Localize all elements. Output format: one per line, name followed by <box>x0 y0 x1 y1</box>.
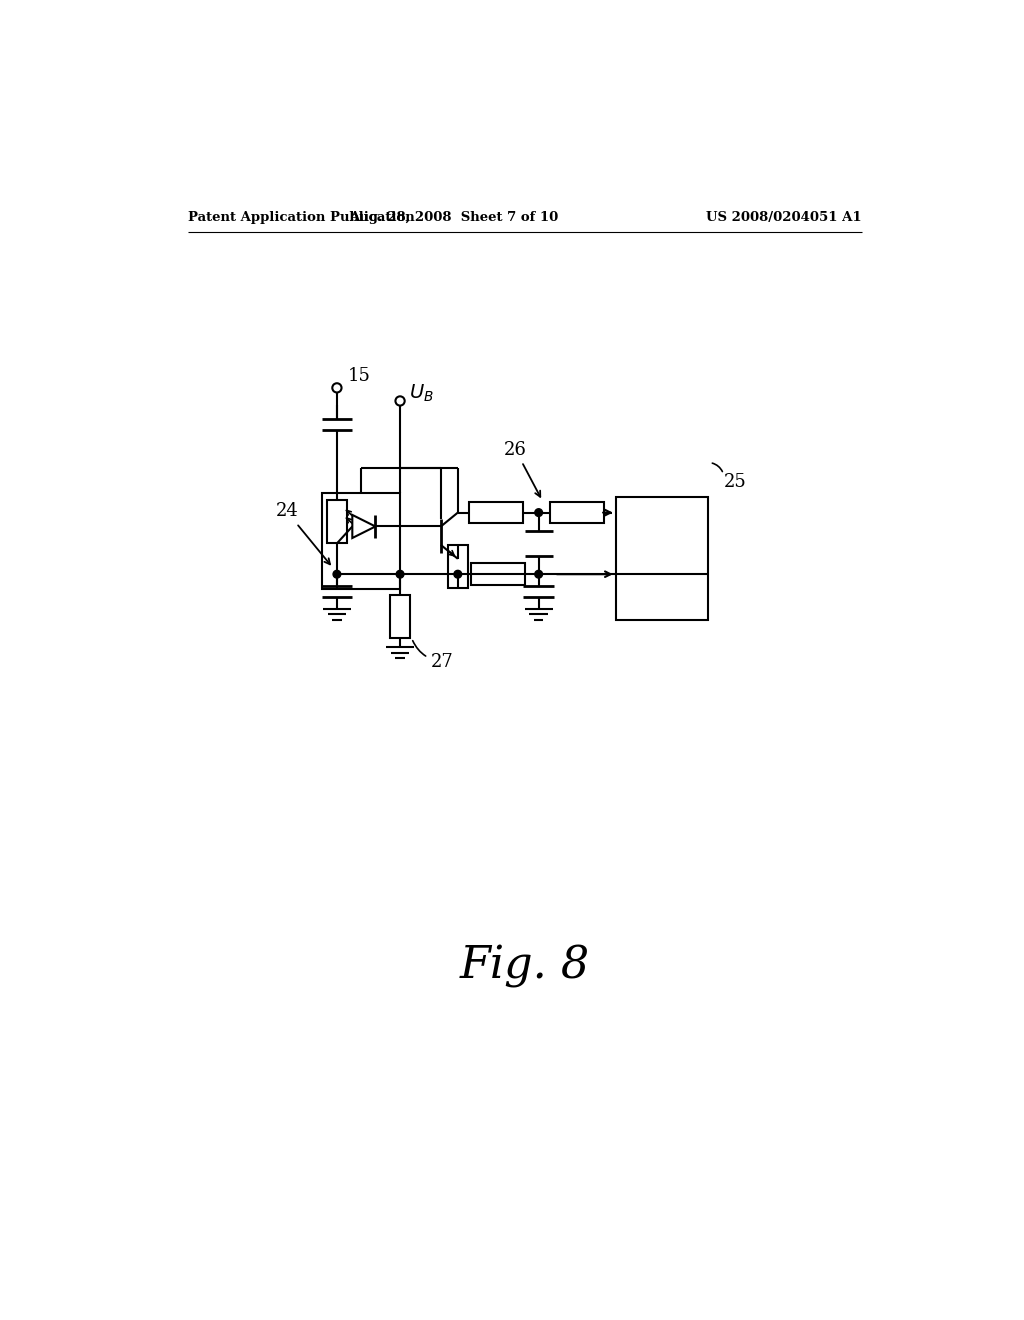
Bar <box>550 502 604 524</box>
Text: Fig. 8: Fig. 8 <box>460 945 590 989</box>
Bar <box>469 502 523 524</box>
Circle shape <box>535 508 543 516</box>
Circle shape <box>535 570 543 578</box>
Bar <box>447 545 468 589</box>
Text: 25: 25 <box>724 473 746 491</box>
Circle shape <box>396 570 403 578</box>
Bar <box>322 492 400 589</box>
Text: 27: 27 <box>413 640 454 671</box>
Text: 26: 26 <box>504 441 541 496</box>
Text: Aug. 28, 2008  Sheet 7 of 10: Aug. 28, 2008 Sheet 7 of 10 <box>349 211 558 224</box>
Text: US 2008/0204051 A1: US 2008/0204051 A1 <box>707 211 862 224</box>
Bar <box>327 500 347 544</box>
Bar <box>615 498 708 620</box>
Text: $U_B$: $U_B$ <box>410 383 434 404</box>
Bar <box>471 564 525 585</box>
Text: 24: 24 <box>275 503 330 565</box>
Text: 15: 15 <box>348 367 371 384</box>
Circle shape <box>454 570 462 578</box>
Bar <box>390 595 410 638</box>
Circle shape <box>333 570 341 578</box>
Text: Patent Application Publication: Patent Application Publication <box>188 211 415 224</box>
